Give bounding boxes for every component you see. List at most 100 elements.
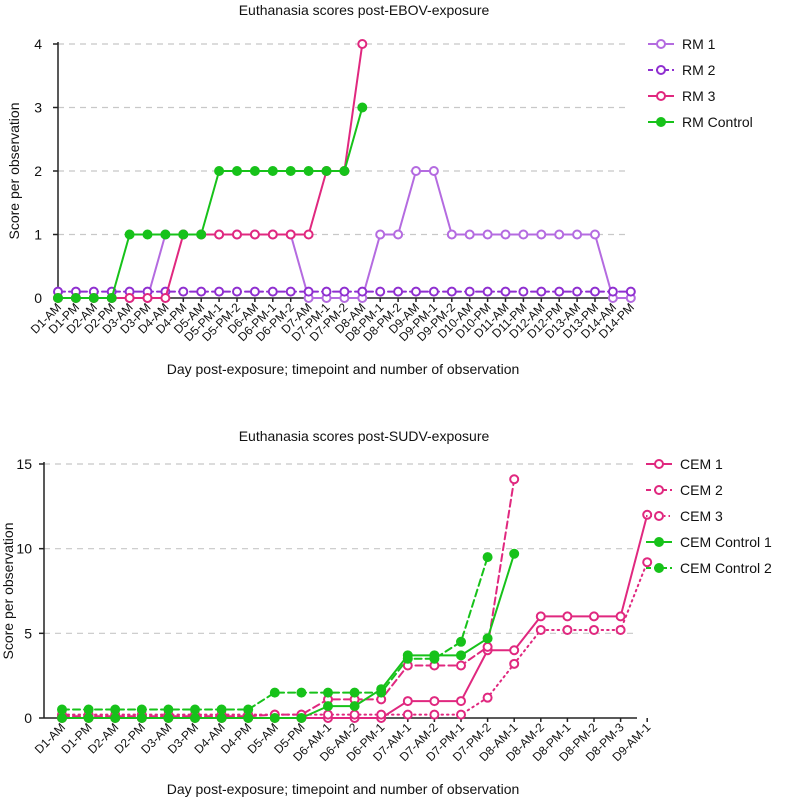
ebov-data-point: [428, 166, 439, 176]
ebov-data-point: [214, 286, 225, 297]
ebov-data-point: [339, 286, 350, 297]
ebov-data-point: [536, 229, 547, 240]
ebov-data-point: [500, 286, 511, 297]
ebov-legend-marker: [656, 39, 666, 49]
sudv-series-3: [57, 548, 520, 723]
sudv-data-point: [110, 704, 121, 715]
sudv-legend-marker: [654, 537, 664, 547]
ebov-data-point: [249, 166, 260, 176]
sudv-data-point: [323, 687, 333, 698]
ebov-legend-label: RM 3: [682, 88, 716, 104]
sudv-data-point: [376, 687, 387, 698]
sudv-data-point: [509, 658, 520, 669]
ebov-data-point: [232, 166, 242, 176]
ebov-data-point: [518, 229, 529, 240]
ebov-data-point: [625, 286, 636, 297]
sudv-data-point: [456, 650, 466, 661]
ebov-data-point: [178, 229, 189, 240]
ebov-data-point: [375, 229, 386, 240]
ebov-data-point: [411, 286, 421, 297]
sudv-data-point: [535, 624, 546, 635]
ebov-data-point: [249, 229, 260, 240]
ebov-data-point: [178, 286, 189, 297]
sudv-y-tick-label: 0: [24, 710, 32, 726]
ebov-data-point: [464, 286, 475, 297]
ebov-data-point: [428, 286, 439, 297]
sudv-data-point: [57, 713, 67, 723]
sudv-data-point: [243, 704, 254, 715]
sudv-data-point: [349, 687, 360, 698]
ebov-data-point: [249, 286, 260, 297]
sudv-data-point: [615, 611, 626, 622]
sudv-data-point: [562, 611, 573, 622]
sudv-legend-label: CEM Control 1: [680, 534, 772, 550]
sudv-legend-marker: [654, 563, 664, 573]
ebov-data-point: [590, 229, 600, 240]
ebov-data-point: [572, 286, 583, 297]
sudv-legend-marker: [654, 511, 664, 521]
ebov-data-point: [232, 229, 242, 240]
sudv-data-point: [482, 692, 493, 703]
sudv-data-point: [642, 509, 653, 520]
ebov-data-point: [572, 229, 583, 240]
sudv-data-point: [216, 713, 227, 723]
sudv-data-point: [429, 653, 440, 664]
sudv-data-point: [402, 709, 413, 720]
sudv-y-tick-label: 10: [16, 541, 32, 557]
sudv-data-point: [456, 696, 466, 707]
ebov-data-point: [482, 229, 493, 240]
ebov-data-point: [321, 166, 332, 176]
ebov-x-axis-label: Day post-exposure; timepoint and number …: [167, 361, 520, 377]
sudv-data-point: [163, 704, 174, 715]
sudv-data-point: [216, 704, 227, 715]
ebov-data-point: [303, 166, 314, 176]
ebov-legend-marker: [656, 65, 666, 75]
ebov-data-point: [267, 229, 278, 240]
ebov-data-point: [106, 293, 117, 303]
sudv-data-point: [190, 713, 200, 723]
sudv-chart-title: Euthanasia scores post-SUDV-exposure: [239, 428, 490, 444]
ebov-data-point: [446, 286, 457, 297]
sudv-data-point: [83, 704, 94, 715]
sudv-data-point: [376, 709, 387, 720]
sudv-data-point: [136, 713, 147, 723]
ebov-data-point: [500, 229, 511, 240]
ebov-chart-title: Euthanasia scores post-EBOV-exposure: [239, 2, 490, 18]
sudv-y-axis-label: Score per observation: [0, 523, 16, 660]
sudv-data-point: [429, 709, 440, 720]
sudv-series-line: [61, 556, 489, 711]
ebov-y-tick-label: 0: [34, 290, 42, 306]
ebov-y-tick-label: 4: [34, 36, 42, 52]
sudv-legend-marker: [654, 459, 664, 469]
ebov-y-tick-label: 2: [34, 163, 42, 179]
ebov-data-point: [53, 293, 63, 303]
ebov-y-tick-label: 3: [34, 100, 42, 116]
ebov-data-point: [411, 166, 421, 176]
sudv-data-point: [83, 713, 94, 723]
ebov-data-point: [339, 166, 350, 176]
ebov-data-point: [142, 229, 153, 240]
ebov-data-point: [357, 39, 368, 49]
sudv-data-point: [323, 701, 333, 712]
sudv-series-1: [57, 474, 520, 722]
ebov-data-point: [70, 293, 81, 303]
ebov-data-point: [232, 286, 242, 297]
ebov-data-point: [303, 286, 314, 297]
ebov-data-point: [357, 102, 368, 113]
sudv-data-point: [456, 709, 466, 720]
sudv-data-point: [456, 636, 466, 647]
ebov-data-point: [518, 286, 529, 297]
sudv-legend-label: CEM Control 2: [680, 560, 772, 576]
sudv-data-point: [349, 701, 360, 712]
sudv-data-point: [163, 713, 174, 723]
ebov-data-point: [464, 229, 475, 240]
ebov-data-point: [536, 286, 547, 297]
ebov-data-point: [267, 166, 278, 176]
sudv-data-point: [482, 633, 493, 644]
ebov-data-point: [196, 229, 207, 240]
sudv-data-point: [110, 713, 121, 723]
sudv-data-point: [136, 704, 147, 715]
sudv-data-point: [402, 653, 413, 664]
sudv-data-point: [296, 687, 307, 698]
